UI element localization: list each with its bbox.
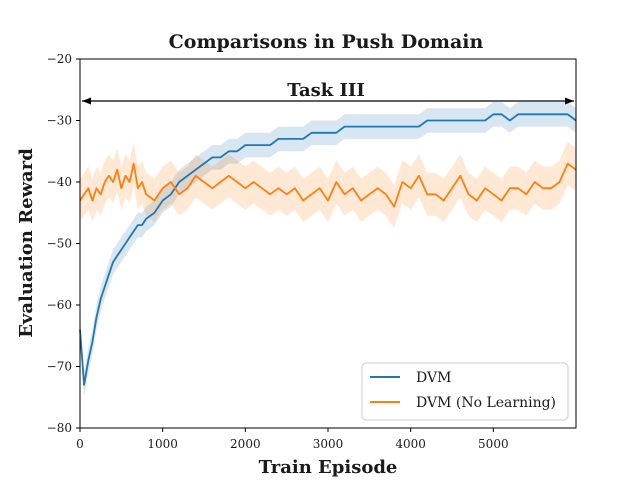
x-tick-label: 1000 — [147, 437, 178, 451]
y-tick-label: −30 — [47, 114, 72, 128]
task-label: Task III — [287, 80, 364, 101]
y-tick-label: −20 — [47, 52, 72, 66]
arrow-left-icon — [82, 97, 91, 105]
arrow-right-icon — [565, 97, 574, 105]
y-axis-label: Evaluation Reward — [16, 148, 37, 338]
legend-label-dvm: DVM — [416, 370, 451, 386]
x-tick-label: 2000 — [230, 437, 261, 451]
x-tick-label: 3000 — [313, 437, 344, 451]
y-tick-label: −80 — [47, 421, 72, 435]
chart-title: Comparisons in Push Domain — [169, 31, 484, 53]
x-tick-label: 0 — [76, 437, 84, 451]
x-tick-label: 5000 — [478, 437, 509, 451]
series-line-0 — [79, 113, 577, 386]
y-tick-label: −40 — [47, 175, 72, 189]
y-tick-label: −60 — [47, 298, 72, 312]
x-tick-label: 4000 — [395, 437, 426, 451]
legend: DVM DVM (No Learning) — [361, 362, 569, 421]
series-lines — [79, 113, 577, 386]
y-tick-label: −50 — [47, 237, 72, 251]
legend-box — [361, 362, 569, 421]
y-tick-label: −70 — [47, 360, 72, 374]
series-line-1 — [79, 162, 577, 208]
task-annotation: Task III — [82, 80, 574, 105]
x-axis-label: Train Episode — [259, 457, 398, 478]
y-axis-ticks: −20 −30 −40 −50 −60 −70 −80 — [47, 52, 80, 435]
x-axis-ticks: 0 1000 2000 3000 4000 5000 — [76, 428, 509, 451]
legend-label-dvm-no-learning: DVM (No Learning) — [416, 395, 556, 411]
